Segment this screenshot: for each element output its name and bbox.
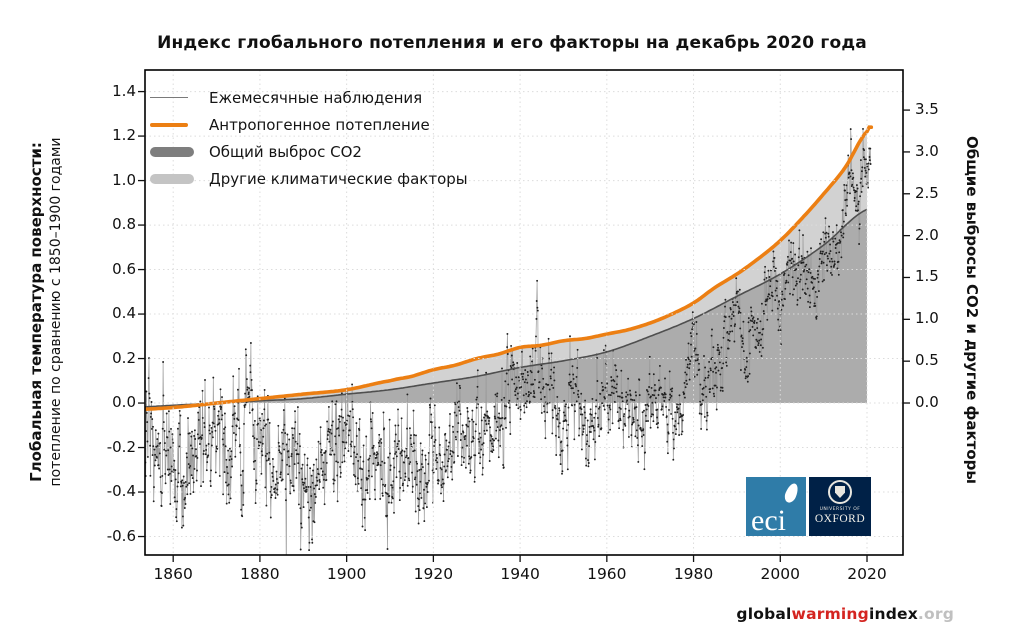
x-tick-1900: 1900 (326, 565, 367, 583)
y-left-tick--0.2: -0.2 (106, 437, 136, 456)
y-axis-right-title: Общие выбросы CO2 и другие факторы (963, 136, 981, 484)
x-tick-1960: 1960 (587, 565, 627, 583)
x-tick-2000: 2000 (760, 565, 800, 583)
legend-item-other: Другие климатические факторы (150, 165, 468, 192)
y-right-tick-2.0: 2.0 (915, 225, 939, 244)
co2-line (145, 208, 868, 408)
y-left-tick-0.0: 0.0 (112, 393, 136, 412)
y-left-tick-0.6: 0.6 (112, 259, 136, 278)
logo-group: eci UNIVERSITY OF OXFORD (746, 477, 871, 536)
y-axis-left-title-line2: потепление по сравнению с 1850–1900 года… (48, 137, 64, 487)
y-left-tick--0.6: -0.6 (106, 526, 136, 545)
y-right-tick-2.5: 2.5 (915, 183, 939, 202)
url-org: .org (917, 605, 954, 623)
y-right-tick-3.5: 3.5 (915, 100, 939, 119)
plot-series-layer (145, 125, 874, 555)
url-index: index (868, 605, 918, 623)
oxford-logo-text-big: OXFORD (814, 513, 866, 525)
y-left-tick-0.4: 0.4 (112, 304, 136, 323)
x-tick-2020: 2020 (847, 565, 887, 583)
y-left-tick-0.2: 0.2 (112, 348, 136, 367)
legend-item-observations: Ежемесячные наблюдения (150, 84, 468, 111)
legend-label-co2: Общий выброс CO2 (209, 142, 362, 161)
eci-logo-text: eci (751, 504, 786, 537)
chart-legend: Ежемесячные наблюдения Антропогенное поте… (150, 84, 468, 192)
legend-swatch-other (150, 173, 194, 184)
plot-border (144, 69, 904, 556)
x-tick-1860: 1860 (153, 565, 193, 583)
monthly-observations-markers (145, 127, 872, 552)
oxford-shield-icon (835, 486, 845, 498)
y-right-tick-0.0: 0.0 (915, 393, 939, 411)
x-tick-1980: 1980 (673, 565, 714, 583)
x-tick-1920: 1920 (413, 565, 454, 583)
y-axis-left-title-line1: Глобальная температура поверхности: (27, 142, 45, 482)
legend-swatch-anthropogenic (150, 122, 188, 127)
y-left-tick--0.4: -0.4 (106, 482, 136, 501)
eci-logo: eci (746, 477, 806, 536)
oxford-logo-text-small: UNIVERSITY OF (819, 507, 861, 512)
legend-swatch-observations (150, 96, 188, 99)
url-warming: warming (791, 605, 869, 623)
legend-item-anthropogenic: Антропогенное потепление (150, 111, 468, 138)
oxford-logo: UNIVERSITY OF OXFORD (809, 477, 871, 536)
co2-area (145, 209, 868, 404)
legend-label-observations: Ежемесячные наблюдения (209, 88, 423, 107)
website-url: globalwarmingindex.org (736, 605, 954, 623)
url-global: global (736, 605, 792, 623)
y-axis-left-title: Глобальная температура поверхности: поте… (26, 52, 66, 572)
y-right-tick-1.0: 1.0 (915, 309, 939, 328)
x-tick-1940: 1940 (500, 565, 540, 583)
legend-swatch-co2 (150, 146, 194, 157)
y-left-tick-1.0: 1.0 (112, 170, 136, 189)
y-right-tick-3.0: 3.0 (915, 141, 939, 160)
legend-label-other: Другие климатические факторы (209, 169, 468, 188)
anthropogenic-warming-line (145, 125, 874, 412)
legend-label-anthropogenic: Антропогенное потепление (209, 115, 430, 134)
oxford-crest-icon (828, 480, 852, 504)
x-tick-1880: 1880 (240, 565, 280, 583)
y-left-tick-1.4: 1.4 (112, 81, 136, 100)
y-left-tick-0.8: 0.8 (112, 215, 136, 234)
y-right-tick-0.5: 0.5 (915, 351, 939, 370)
y-left-tick-1.2: 1.2 (112, 126, 136, 145)
y-right-tick-1.5: 1.5 (915, 267, 939, 286)
gridlines (145, 70, 903, 555)
legend-item-co2: Общий выброс CO2 (150, 138, 468, 165)
axis-ticks (138, 90, 910, 562)
eci-leaf-icon (782, 481, 801, 505)
chart-title: Индекс глобального потепления и его факт… (157, 33, 867, 53)
other-factors-area (145, 131, 867, 410)
